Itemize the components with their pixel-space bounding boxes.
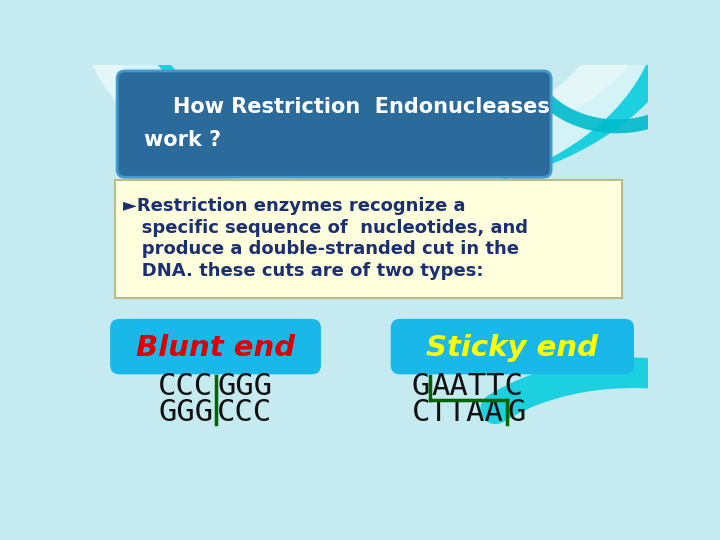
Text: GGG: GGG bbox=[158, 399, 213, 427]
Text: Sticky end: Sticky end bbox=[426, 334, 598, 362]
Text: work ?: work ? bbox=[144, 130, 221, 150]
Text: produce a double-stranded cut in the: produce a double-stranded cut in the bbox=[122, 240, 518, 258]
Text: CCC: CCC bbox=[217, 399, 272, 427]
FancyBboxPatch shape bbox=[117, 71, 551, 177]
Text: How Restriction  Endonucleases: How Restriction Endonucleases bbox=[144, 97, 550, 117]
Text: AATTC: AATTC bbox=[431, 372, 523, 401]
Text: Blunt end: Blunt end bbox=[136, 334, 295, 362]
Text: CCC: CCC bbox=[158, 372, 213, 401]
Text: DNA. these cuts are of two types:: DNA. these cuts are of two types: bbox=[122, 262, 483, 280]
FancyBboxPatch shape bbox=[391, 319, 634, 374]
FancyBboxPatch shape bbox=[110, 319, 321, 374]
Text: G: G bbox=[508, 399, 526, 427]
Text: ►Restriction enzymes recognize a: ►Restriction enzymes recognize a bbox=[122, 197, 465, 215]
FancyBboxPatch shape bbox=[114, 179, 621, 298]
Text: GGG: GGG bbox=[217, 372, 272, 401]
Text: G: G bbox=[412, 372, 430, 401]
Text: CTTAA: CTTAA bbox=[412, 399, 503, 427]
Text: specific sequence of  nucleotides, and: specific sequence of nucleotides, and bbox=[122, 219, 528, 237]
